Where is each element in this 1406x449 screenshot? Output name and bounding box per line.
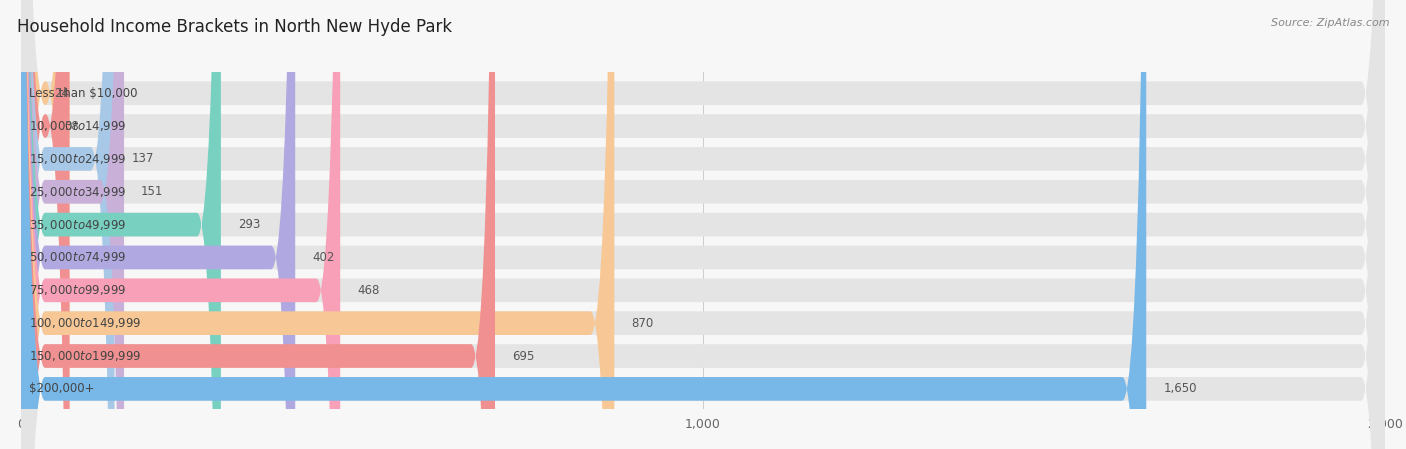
FancyBboxPatch shape (21, 0, 69, 449)
FancyBboxPatch shape (21, 0, 69, 449)
FancyBboxPatch shape (21, 0, 114, 449)
FancyBboxPatch shape (21, 0, 1385, 449)
Text: $75,000 to $99,999: $75,000 to $99,999 (30, 283, 127, 297)
Text: $15,000 to $24,999: $15,000 to $24,999 (30, 152, 127, 166)
FancyBboxPatch shape (21, 0, 1146, 449)
Text: $100,000 to $149,999: $100,000 to $149,999 (30, 316, 142, 330)
Text: 293: 293 (238, 218, 260, 231)
Text: $10,000 to $14,999: $10,000 to $14,999 (30, 119, 127, 133)
FancyBboxPatch shape (21, 0, 1385, 449)
FancyBboxPatch shape (21, 0, 1385, 449)
Text: Source: ZipAtlas.com: Source: ZipAtlas.com (1271, 18, 1389, 28)
Text: Household Income Brackets in North New Hyde Park: Household Income Brackets in North New H… (17, 18, 451, 36)
FancyBboxPatch shape (21, 0, 221, 449)
FancyBboxPatch shape (21, 0, 614, 449)
Text: $25,000 to $34,999: $25,000 to $34,999 (30, 185, 127, 199)
FancyBboxPatch shape (21, 0, 1385, 449)
Text: $200,000+: $200,000+ (30, 383, 94, 396)
FancyBboxPatch shape (21, 0, 1385, 449)
FancyBboxPatch shape (21, 0, 495, 449)
Text: $50,000 to $74,999: $50,000 to $74,999 (30, 251, 127, 264)
FancyBboxPatch shape (21, 0, 124, 449)
FancyBboxPatch shape (21, 0, 1385, 449)
FancyBboxPatch shape (21, 0, 1385, 449)
FancyBboxPatch shape (21, 0, 295, 449)
FancyBboxPatch shape (21, 0, 1385, 449)
Text: 151: 151 (141, 185, 163, 198)
Text: 137: 137 (132, 152, 153, 165)
Text: 402: 402 (312, 251, 335, 264)
Text: $150,000 to $199,999: $150,000 to $199,999 (30, 349, 142, 363)
FancyBboxPatch shape (21, 0, 1385, 449)
Text: 24: 24 (55, 87, 69, 100)
FancyBboxPatch shape (21, 0, 1385, 449)
Text: 1,650: 1,650 (1163, 383, 1197, 396)
Text: 870: 870 (631, 317, 654, 330)
Text: Less than $10,000: Less than $10,000 (30, 87, 138, 100)
Text: 468: 468 (357, 284, 380, 297)
Text: 38: 38 (65, 119, 79, 132)
Text: $35,000 to $49,999: $35,000 to $49,999 (30, 218, 127, 232)
FancyBboxPatch shape (21, 0, 340, 449)
Text: 695: 695 (512, 349, 534, 362)
